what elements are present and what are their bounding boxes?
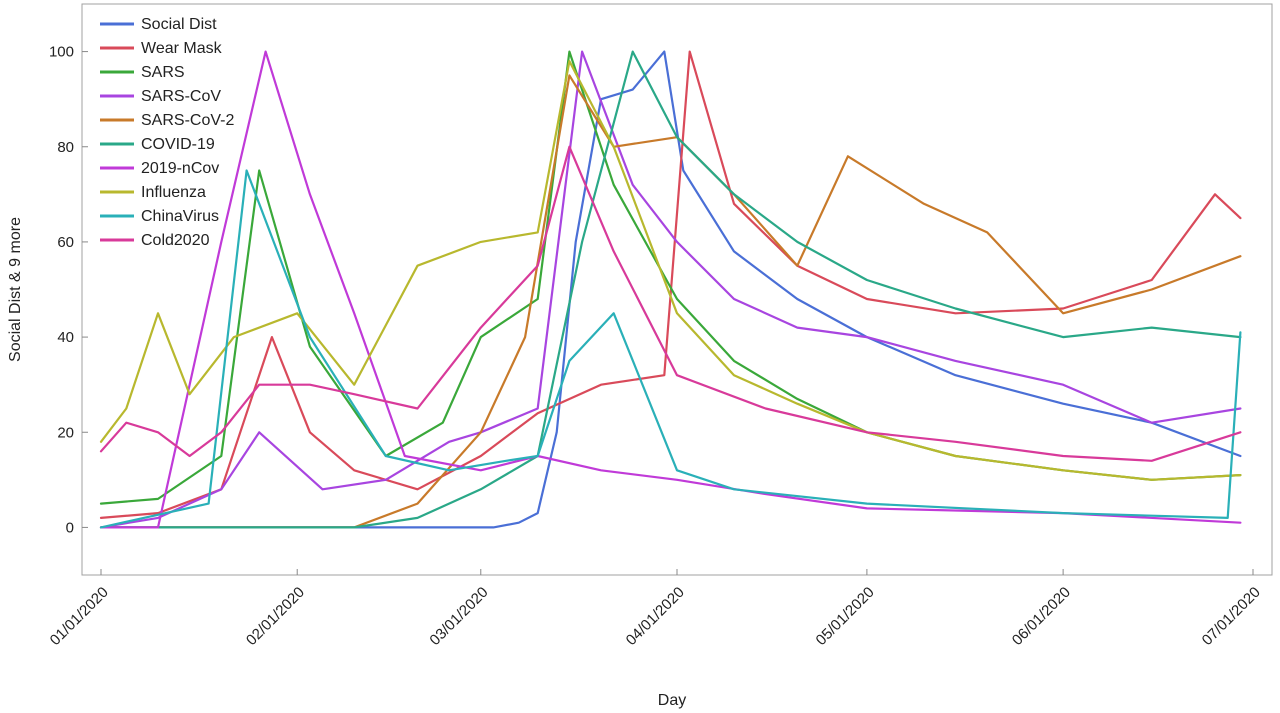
legend-label: COVID-19 [141, 136, 215, 153]
legend-item-cold2020: Cold2020 [100, 232, 210, 249]
legend-label: Influenza [141, 184, 206, 201]
y-tick-label: 60 [57, 234, 74, 251]
legend-label: ChinaVirus [141, 208, 219, 225]
series-layer [99, 50, 1242, 529]
y-tick-label: 0 [66, 519, 74, 536]
legend-item-wear-mask: Wear Mask [100, 40, 223, 57]
legend-label: Wear Mask [141, 40, 223, 57]
series-line-2019-ncov [99, 50, 1242, 529]
y-tick-label: 80 [57, 139, 74, 156]
series-line-sars-cov [99, 50, 1242, 529]
y-tick-label: 100 [49, 44, 74, 61]
series-line-wear-mask [99, 50, 1242, 520]
legend-item-social-dist: Social Dist [100, 16, 217, 33]
legend: Social Dist Wear Mask SARS SARS-CoV SARS-CoV… [100, 16, 234, 249]
y-tick-label: 40 [57, 329, 74, 346]
plot-area [81, 3, 1273, 576]
legend-item-sars: SARS [100, 64, 185, 81]
series-line-social-dist [99, 50, 1242, 529]
legend-label: SARS [141, 64, 185, 81]
legend-label: SARS-CoV [141, 88, 221, 105]
legend-item-sars-cov-2: SARS-CoV-2 [100, 112, 234, 129]
series-line-influenza [99, 59, 1242, 481]
legend-item-covid-19: COVID-19 [100, 136, 215, 153]
legend-item-influenza: Influenza [100, 184, 206, 201]
y-axis: 0 20 40 60 80 100 [49, 44, 88, 536]
legend-label: 2019-nCov [141, 160, 219, 177]
legend-item-sars-cov: SARS-CoV [100, 88, 221, 105]
y-axis-title: Social Dist & 9 more [7, 217, 24, 362]
legend-item-chinavirus: ChinaVirus [100, 208, 219, 225]
legend-label: SARS-CoV-2 [141, 112, 234, 129]
series-line-covid-19 [99, 50, 1242, 529]
series-line-chinavirus [99, 169, 1242, 529]
series-line-cold2020 [99, 145, 1242, 462]
legend-label: Cold2020 [141, 232, 210, 249]
legend-label: Social Dist [141, 16, 217, 33]
legend-item-2019-ncov: 2019-nCov [100, 160, 219, 177]
x-axis-title: Day [658, 692, 686, 709]
y-tick-label: 20 [57, 424, 74, 441]
